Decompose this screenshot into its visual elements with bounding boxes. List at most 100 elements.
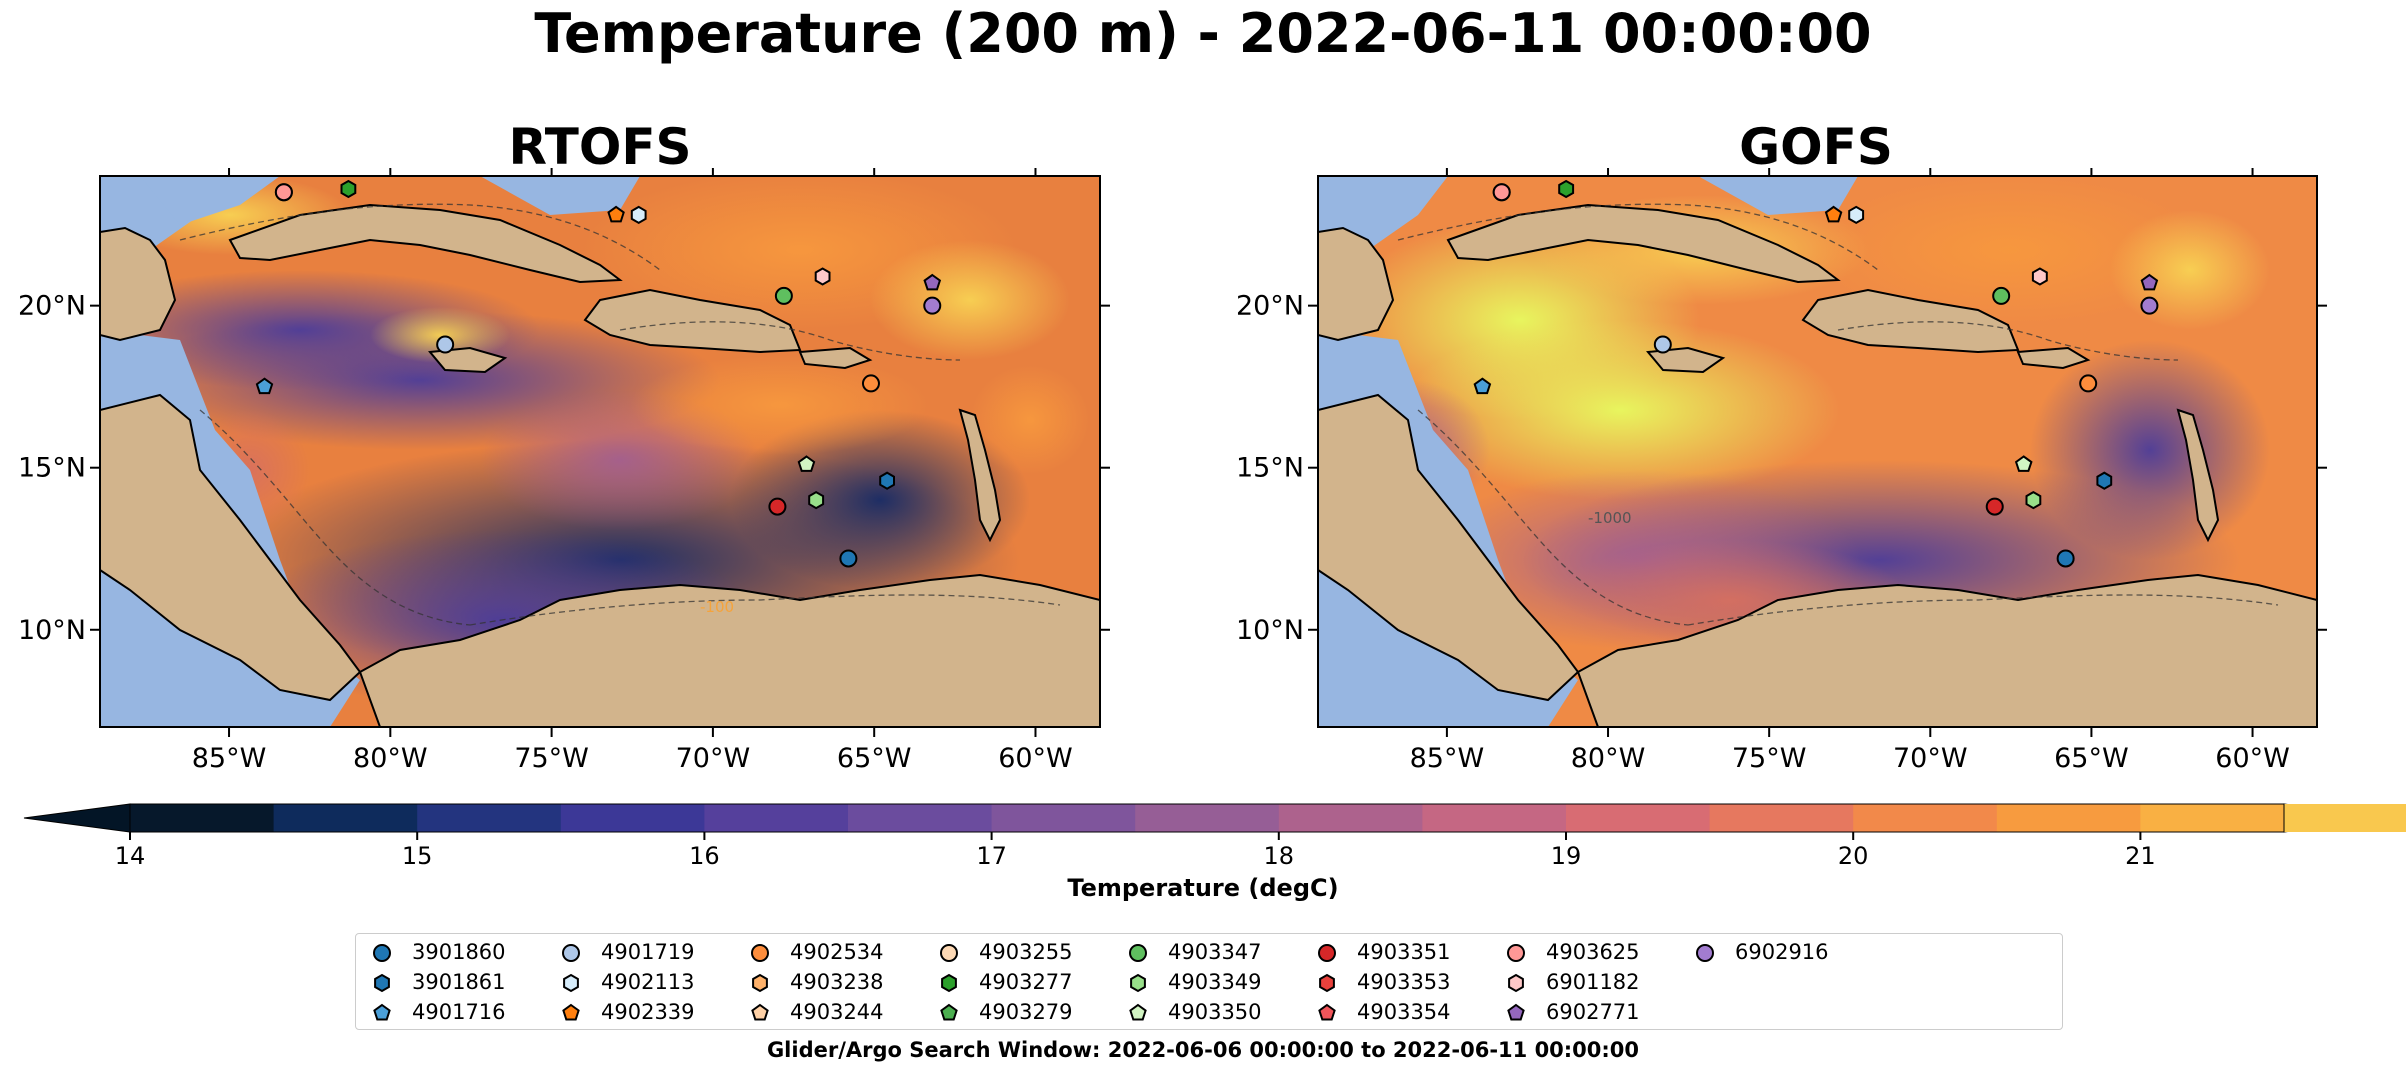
legend-marker-4903625 (1507, 944, 1525, 962)
platform-marker-4902339-gofs (1824, 205, 1843, 223)
cuba-rtofs (228, 203, 623, 284)
legend-label: 4903277 (979, 970, 1073, 994)
legend-marker-4902534 (751, 944, 769, 962)
x-tick-label-gofs: 80°W (1571, 743, 1646, 774)
pentagon-marker-icon (940, 1003, 958, 1021)
platform-marker-3901861-rtofs (879, 471, 895, 490)
circle-marker-icon (373, 944, 391, 962)
platform-marker-4901716-rtofs (255, 377, 274, 395)
legend-marker-4903354 (1318, 1003, 1336, 1021)
platform-marker-4902339-rtofs (607, 205, 625, 223)
hexagon-marker-icon (374, 973, 390, 993)
cuba-gofs (1446, 203, 1841, 284)
hexagon-marker-icon (941, 973, 957, 993)
colorbar-bin (1278, 804, 1423, 832)
land-gofs (1318, 203, 2317, 727)
legend-marker-4902113 (563, 973, 579, 993)
platform-marker-4903349-gofs (2025, 490, 2042, 510)
legend-marker-4901719 (562, 944, 580, 962)
platform-marker-6902771-gofs (2140, 273, 2159, 291)
platform-marker-4902113-gofs (1848, 205, 1865, 225)
x-tick-label-gofs: 60°W (2215, 743, 2290, 774)
legend-label: 4903349 (1168, 970, 1262, 994)
contour-lines-rtofs (179, 203, 1061, 626)
contour-label-rtofs: -100 (700, 598, 734, 616)
platform-marker-4903625-rtofs (274, 183, 293, 202)
legend-marker-4903277 (941, 973, 957, 993)
platform-marker-4902534-gofs (2079, 374, 2098, 393)
legend-label: 6901182 (1546, 970, 1640, 994)
legend-marker-3901860 (373, 944, 391, 962)
colorbar-bin (2140, 804, 2285, 832)
colorbar-bin (1566, 804, 1711, 832)
platform-marker-4903349-rtofs (808, 490, 825, 510)
legend-marker-4903349 (1130, 973, 1146, 993)
search-window-footer: Glider/Argo Search Window: 2022-06-06 00… (766, 1038, 1640, 1062)
colorbar-tick-label: 17 (976, 842, 1007, 870)
south-america-rtofs (358, 573, 1100, 727)
hexagon-marker-icon (1508, 973, 1524, 993)
x-tick-label-rtofs: 70°W (676, 743, 751, 774)
platform-marker-4901719-gofs (1653, 335, 1672, 354)
colorbar-extend-min (23, 803, 131, 833)
legend-marker-4903347 (1129, 944, 1147, 962)
colorbar-bin (417, 804, 562, 832)
colorbar-bin (991, 804, 1136, 832)
platform-marker-6901182-rtofs (814, 267, 831, 286)
circle-marker-icon (1696, 944, 1714, 962)
hexagon-marker-icon (563, 973, 579, 993)
x-tick-label-rtofs: 80°W (353, 743, 428, 774)
colorbar (23, 803, 2406, 840)
legend-marker-4902339 (562, 1003, 580, 1021)
colorbar-tick-label: 18 (1263, 842, 1295, 870)
colorbar-tick-label: 19 (1550, 842, 1582, 870)
colorbar-bin (2284, 804, 2406, 832)
legend-marker-3901861 (374, 973, 390, 993)
colorbar-bin (130, 804, 275, 832)
yucatan-rtofs (100, 226, 177, 342)
puerto-rico-gofs (2016, 346, 2091, 370)
jamaica-rtofs (428, 346, 508, 374)
x-tick-label-gofs: 75°W (1732, 743, 1807, 774)
y-tick-label-gofs: 15°N (1236, 453, 1304, 484)
colorbar-label: Temperature (degC) (1067, 874, 1339, 902)
legend-marker-4903255 (940, 944, 958, 962)
y-tick-label-rtofs: 20°N (18, 291, 86, 322)
platform-marker-4903351-rtofs (768, 497, 787, 516)
map-panel-gofs: -1000 (1318, 176, 2317, 727)
platform-marker-3901861-gofs (2096, 471, 2113, 490)
legend-marker-4903350 (1129, 1003, 1147, 1021)
platform-marker-3901860-rtofs (839, 549, 858, 568)
map-frame-rtofs (99, 175, 1101, 728)
legend-label: 4903354 (1357, 1000, 1451, 1024)
legend-label: 4903347 (1168, 940, 1262, 964)
colorbar-tick-label: 16 (689, 842, 720, 870)
colorbar-bin (560, 804, 705, 832)
colorbar-bin (1996, 804, 2141, 832)
figure-title: Temperature (200 m) - 2022-06-11 00:00:0… (534, 2, 1872, 65)
legend-label: 4903244 (790, 1000, 884, 1024)
markers-layer (255, 179, 2159, 568)
legend-marker-4903353 (1319, 973, 1335, 993)
platform-marker-4903277-rtofs (340, 179, 357, 199)
circle-marker-icon (1318, 944, 1336, 962)
platform-marker-4903350-rtofs (797, 455, 816, 472)
colorbar-bin (1709, 804, 1854, 832)
south-america-gofs (1576, 573, 2317, 727)
platform-marker-4903350-gofs (2014, 455, 2033, 472)
panel-title-gofs: GOFS (1739, 118, 1893, 176)
legend-label: 4903353 (1357, 970, 1451, 994)
platform-marker-4902113-rtofs (630, 205, 647, 225)
x-tick-label-gofs: 65°W (2054, 743, 2129, 774)
colorbar-bin (704, 804, 849, 832)
panel-title-rtofs: RTOFS (508, 118, 692, 176)
legend-label: 6902771 (1546, 1000, 1640, 1024)
x-tick-label-rtofs: 60°W (998, 743, 1073, 774)
legend-marker-4903244 (751, 1003, 769, 1021)
legend-label: 3901861 (412, 970, 506, 994)
legend-marker-4901716 (373, 1003, 391, 1021)
pentagon-marker-icon (562, 1003, 580, 1021)
map-panel-rtofs: -100 (100, 176, 1100, 727)
legend-label: 4903350 (1168, 1000, 1262, 1024)
x-tick-label-gofs: 70°W (1893, 743, 1968, 774)
